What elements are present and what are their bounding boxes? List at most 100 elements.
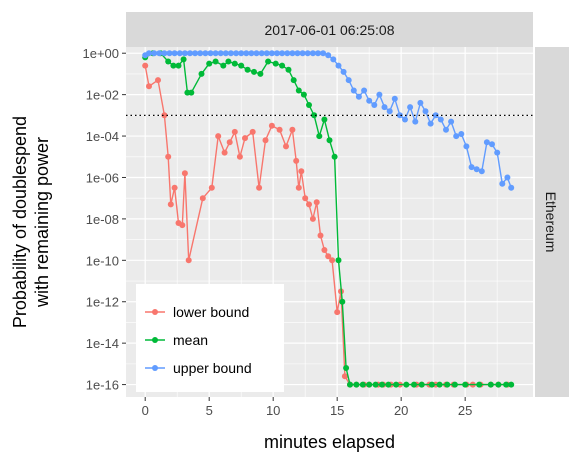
point-upper-bound (427, 120, 434, 127)
legend-key-point-mean (152, 337, 158, 343)
legend-box (136, 284, 284, 392)
point-lower-bound (256, 184, 263, 191)
point-mean (335, 257, 342, 264)
point-mean (418, 381, 425, 388)
point-mean (331, 153, 338, 160)
x-axis-title: minutes elapsed (264, 432, 395, 452)
point-upper-bound (197, 50, 204, 57)
point-lower-bound (306, 201, 312, 208)
point-mean (165, 58, 172, 65)
point-lower-bound (165, 153, 172, 160)
point-lower-bound (295, 184, 302, 191)
point-upper-bound (212, 50, 219, 57)
point-mean (508, 381, 515, 388)
point-lower-bound (231, 128, 238, 135)
point-upper-bound (309, 50, 316, 57)
point-upper-bound (432, 112, 439, 119)
point-lower-bound (146, 83, 152, 90)
point-upper-bound (402, 116, 408, 123)
point-lower-bound (185, 257, 192, 264)
point-mean (444, 381, 451, 388)
y-tick-label: 1e-14 (86, 336, 119, 351)
point-upper-bound (345, 77, 352, 84)
point-lower-bound (317, 232, 324, 239)
point-upper-bound (499, 180, 506, 187)
point-upper-bound (355, 93, 362, 100)
legend: lower bound mean upper bound (136, 284, 284, 392)
point-upper-bound (202, 50, 209, 57)
point-upper-bound (146, 50, 152, 57)
point-upper-bound (504, 174, 511, 181)
point-upper-bound (268, 50, 275, 57)
point-upper-bound (207, 50, 214, 57)
point-upper-bound (376, 91, 383, 98)
point-upper-bound (171, 50, 178, 57)
point-upper-bound (478, 168, 485, 175)
point-upper-bound (320, 50, 327, 57)
point-lower-bound (161, 112, 168, 119)
point-upper-bound (284, 50, 291, 57)
point-upper-bound (473, 166, 480, 173)
point-mean (188, 89, 195, 96)
point-upper-bound (489, 141, 495, 148)
point-upper-bound (263, 50, 270, 57)
point-lower-bound (313, 199, 320, 206)
x-tick-label: 25 (458, 403, 472, 418)
point-mean (285, 66, 292, 73)
point-upper-bound (315, 50, 321, 57)
point-mean (231, 60, 238, 67)
point-upper-bound (448, 118, 455, 125)
legend-key-point-upper (152, 365, 158, 371)
point-mean (212, 58, 219, 65)
axis-layer: 0 5 10 15 20 25 1e+00 1e-02 1e-04 1e-06 1e-08 1e-10… (82, 46, 472, 418)
point-upper-bound (366, 97, 373, 104)
point-mean (379, 381, 385, 388)
point-mean (326, 137, 333, 144)
point-mean (220, 62, 227, 69)
point-lower-bound (236, 153, 243, 160)
point-mean (170, 62, 177, 69)
x-tick-label: 20 (394, 403, 408, 418)
point-lower-bound (293, 157, 300, 164)
point-mean (244, 66, 251, 73)
point-mean (316, 133, 323, 140)
point-upper-bound (217, 50, 224, 57)
y-axis-title-line2: with remaining power (32, 137, 52, 308)
point-mean (290, 77, 297, 84)
point-upper-bound (151, 50, 158, 57)
y-tick-label: 1e-04 (86, 129, 119, 144)
point-upper-bound (222, 50, 229, 57)
point-lower-bound (262, 137, 269, 144)
point-upper-bound (437, 116, 444, 123)
point-lower-bound (249, 128, 256, 135)
y-tick-label: 1e-06 (86, 170, 119, 185)
point-upper-bound (253, 50, 260, 57)
point-mean (428, 381, 435, 388)
point-mean (206, 60, 213, 67)
point-mean (393, 381, 400, 388)
point-mean (306, 102, 312, 108)
y-tick-label: 1e-08 (86, 212, 119, 227)
point-upper-bound (304, 50, 311, 57)
point-upper-bound (258, 50, 265, 57)
point-upper-bound (391, 95, 398, 102)
point-mean (343, 365, 350, 371)
y-tick-label: 1e-12 (86, 295, 119, 310)
point-upper-bound (176, 50, 183, 57)
point-upper-bound (243, 50, 250, 57)
point-upper-bound (335, 62, 342, 69)
point-lower-bound (155, 77, 161, 84)
point-mean (487, 381, 494, 388)
legend-label-lower-bound: lower bound (173, 304, 249, 320)
point-upper-bound (227, 50, 234, 57)
point-upper-bound (412, 118, 419, 125)
point-mean (238, 62, 245, 69)
point-upper-bound (238, 50, 245, 57)
legend-key-point-lower (152, 309, 158, 315)
point-upper-bound (233, 50, 240, 57)
point-upper-bound (386, 108, 393, 115)
point-mean (300, 91, 307, 98)
point-upper-bound (468, 164, 475, 171)
